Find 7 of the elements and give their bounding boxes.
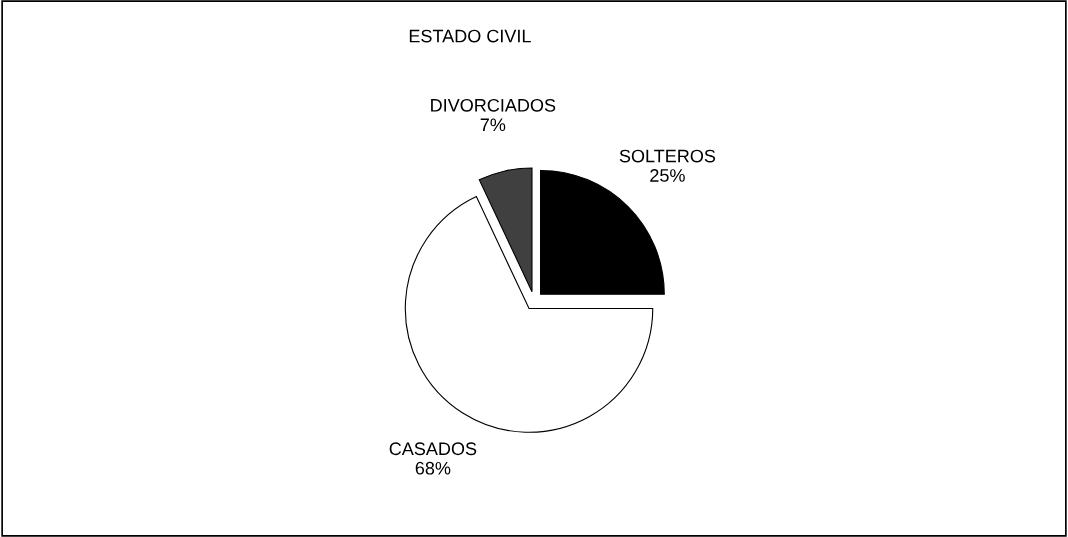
chart-title: ESTADO CIVIL xyxy=(409,29,531,43)
slice-label: SOLTEROS xyxy=(619,149,716,163)
data-label: 25% xyxy=(650,169,685,182)
slice-label: DIVORCIADOS xyxy=(431,98,556,112)
data-label: 7% xyxy=(480,118,506,132)
slice-label: CASADOS xyxy=(389,442,477,456)
data-label: 68% xyxy=(415,461,451,475)
